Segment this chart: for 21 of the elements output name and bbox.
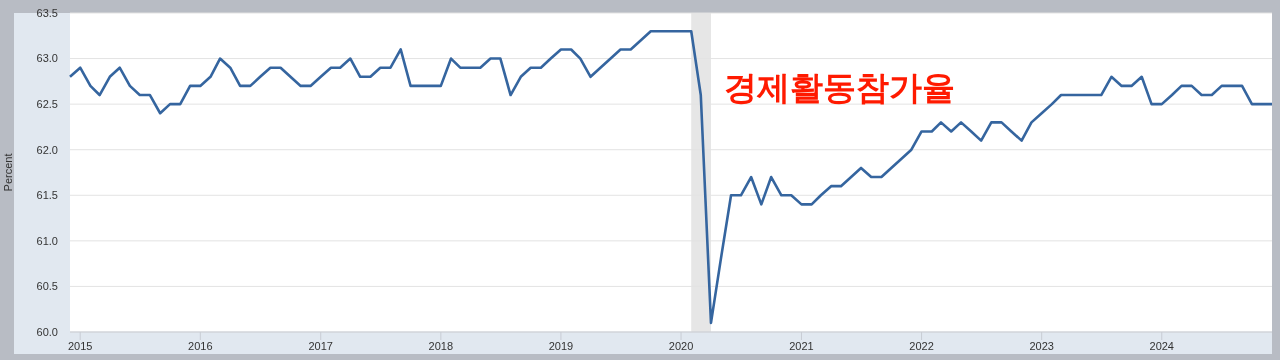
x-tick-label: 2019 xyxy=(548,340,574,352)
y-axis-title: Percent xyxy=(2,153,14,192)
x-tick-label: 2018 xyxy=(428,340,454,352)
x-tick-label: 2015 xyxy=(67,340,93,352)
x-tick-label: 2016 xyxy=(188,340,213,352)
x-tick-label: 2020 xyxy=(668,340,694,352)
y-tick-label: 62.0 xyxy=(36,143,58,156)
x-tick-label: 2024 xyxy=(1149,340,1175,352)
x-tick-label: 2017 xyxy=(308,340,333,352)
y-tick-label: 60.0 xyxy=(36,325,58,338)
line-series xyxy=(68,29,1274,325)
x-tick-label: 2023 xyxy=(1029,340,1054,352)
x-tick-label: 2022 xyxy=(909,340,934,352)
y-tick-label: 63.0 xyxy=(36,52,58,65)
y-tick-label: 61.5 xyxy=(36,189,58,202)
y-tick-label: 60.5 xyxy=(36,280,58,293)
y-tick-label: 62.5 xyxy=(36,97,58,110)
x-tick-label: 2021 xyxy=(789,340,814,352)
y-tick-label: 61.0 xyxy=(36,234,58,247)
y-tick-label: 63.5 xyxy=(36,6,58,19)
annotation: 경제활동참가율 xyxy=(724,68,955,107)
